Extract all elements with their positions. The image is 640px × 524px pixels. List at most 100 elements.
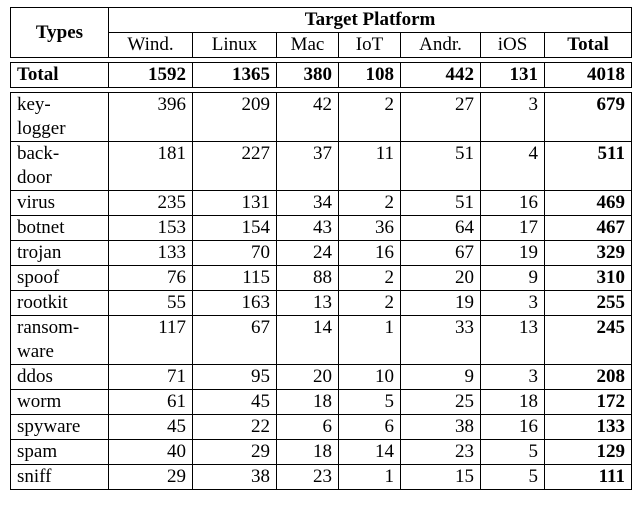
value-cell: 133 xyxy=(108,240,193,266)
value-cell: 51 xyxy=(400,190,481,216)
col-header-iot: IoT xyxy=(338,32,401,58)
type-label-line: botnet xyxy=(17,217,65,238)
value-cell: 16 xyxy=(480,190,545,216)
type-label-line: worm xyxy=(17,391,62,412)
value-cell: 67 xyxy=(400,240,481,266)
row-total-cell: 469 xyxy=(544,190,632,216)
value-cell: 24 xyxy=(276,240,339,266)
value-cell: 17 xyxy=(480,215,545,241)
table-row: back-door 181 227 37 11 51 4 511 xyxy=(10,141,632,191)
row-total-cell: 329 xyxy=(544,240,632,266)
value-cell: 16 xyxy=(480,414,545,440)
value-cell: 95 xyxy=(192,364,277,390)
row-total-cell: 467 xyxy=(544,215,632,241)
total-cell: 131 xyxy=(480,62,545,88)
value-cell: 16 xyxy=(338,240,401,266)
table-row: key-logger 396 209 42 2 27 3 679 xyxy=(10,92,632,142)
total-row: Total 1592 1365 380 108 442 131 4018 xyxy=(10,62,632,88)
type-label-line: virus xyxy=(17,192,55,213)
value-cell: 38 xyxy=(192,464,277,490)
value-cell: 163 xyxy=(192,290,277,316)
col-header-mac: Mac xyxy=(276,32,339,58)
value-cell: 36 xyxy=(338,215,401,241)
value-cell: 42 xyxy=(276,92,339,142)
value-cell: 18 xyxy=(276,439,339,465)
type-cell: sniff xyxy=(10,464,109,490)
value-cell: 153 xyxy=(108,215,193,241)
value-cell: 3 xyxy=(480,290,545,316)
col-header-ios: iOS xyxy=(480,32,545,58)
value-cell: 227 xyxy=(192,141,277,191)
table-row: worm 61 45 18 5 25 18 172 xyxy=(10,389,632,415)
value-cell: 45 xyxy=(192,389,277,415)
value-cell: 18 xyxy=(276,389,339,415)
total-cell: 442 xyxy=(400,62,481,88)
value-cell: 25 xyxy=(400,389,481,415)
type-cell: spyware xyxy=(10,414,109,440)
row-total-cell: 255 xyxy=(544,290,632,316)
table-row: rootkit 55 163 13 2 19 3 255 xyxy=(10,290,632,316)
value-cell: 38 xyxy=(400,414,481,440)
value-cell: 1 xyxy=(338,315,401,365)
value-cell: 67 xyxy=(192,315,277,365)
type-cell: rootkit xyxy=(10,290,109,316)
total-cell: 1365 xyxy=(192,62,277,88)
value-cell: 235 xyxy=(108,190,193,216)
data-table-body: key-logger 396 209 42 2 27 3 679 back-door 181 227… xyxy=(10,92,632,490)
value-cell: 396 xyxy=(108,92,193,142)
type-cell: ddos xyxy=(10,364,109,390)
header-table: Types Target Platform Wind. Linux Mac Io… xyxy=(10,7,633,58)
value-cell: 23 xyxy=(400,439,481,465)
row-total-cell: 208 xyxy=(544,364,632,390)
value-cell: 2 xyxy=(338,265,401,291)
value-cell: 9 xyxy=(480,265,545,291)
table-row: trojan 133 70 24 16 67 19 329 xyxy=(10,240,632,266)
value-cell: 4 xyxy=(480,141,545,191)
value-cell: 13 xyxy=(276,290,339,316)
value-cell: 11 xyxy=(338,141,401,191)
value-cell: 20 xyxy=(400,265,481,291)
table-row: ransom-ware 117 67 14 1 33 13 245 xyxy=(10,315,632,365)
type-cell: spam xyxy=(10,439,109,465)
type-cell: virus xyxy=(10,190,109,216)
value-cell: 115 xyxy=(192,265,277,291)
value-cell: 2 xyxy=(338,92,401,142)
total-table: Total 1592 1365 380 108 442 131 4018 xyxy=(10,62,632,88)
value-cell: 61 xyxy=(108,389,193,415)
type-label-line: spyware xyxy=(17,416,81,437)
type-label-line: logger xyxy=(17,118,66,139)
value-cell: 43 xyxy=(276,215,339,241)
table-row: ddos 71 95 20 10 9 3 208 xyxy=(10,364,632,390)
value-cell: 2 xyxy=(338,190,401,216)
value-cell: 5 xyxy=(338,389,401,415)
value-cell: 6 xyxy=(276,414,339,440)
row-total-cell: 133 xyxy=(544,414,632,440)
table-row: virus 235 131 34 2 51 16 469 xyxy=(10,190,632,216)
value-cell: 209 xyxy=(192,92,277,142)
type-label-line: ddos xyxy=(17,366,53,387)
value-cell: 15 xyxy=(400,464,481,490)
type-label-line: ware xyxy=(17,341,54,362)
value-cell: 117 xyxy=(108,315,193,365)
value-cell: 5 xyxy=(480,464,545,490)
type-label-line: back- xyxy=(17,143,60,164)
value-cell: 27 xyxy=(400,92,481,142)
type-label-line: spam xyxy=(17,441,58,462)
type-cell: botnet xyxy=(10,215,109,241)
value-cell: 1 xyxy=(338,464,401,490)
value-cell: 76 xyxy=(108,265,193,291)
col-header-andr: Andr. xyxy=(400,32,481,58)
type-label-line: sniff xyxy=(17,466,52,487)
value-cell: 37 xyxy=(276,141,339,191)
total-label: Total xyxy=(10,62,109,88)
value-cell: 2 xyxy=(338,290,401,316)
row-total-cell: 679 xyxy=(544,92,632,142)
value-cell: 154 xyxy=(192,215,277,241)
value-cell: 64 xyxy=(400,215,481,241)
col-header-wind: Wind. xyxy=(108,32,193,58)
type-label-line: door xyxy=(17,167,52,188)
row-total-cell: 129 xyxy=(544,439,632,465)
value-cell: 40 xyxy=(108,439,193,465)
type-label-line: trojan xyxy=(17,242,62,263)
type-cell: back-door xyxy=(10,141,109,191)
